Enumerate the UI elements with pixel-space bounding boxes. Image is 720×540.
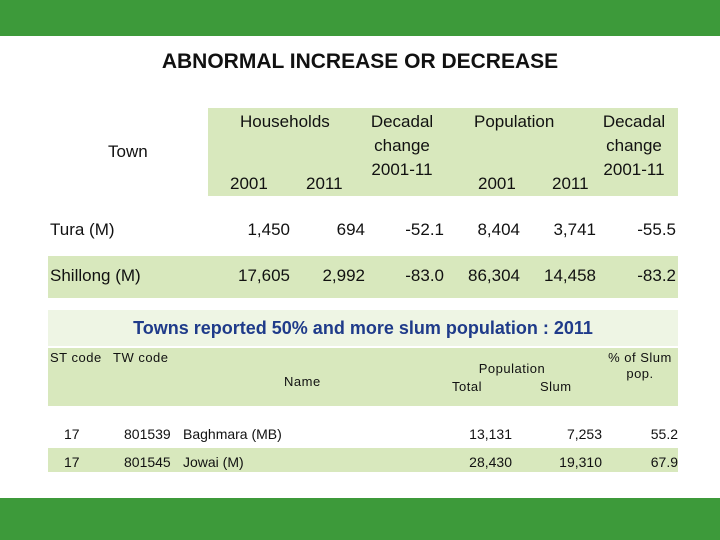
header-pct-slum-1: % of Slum bbox=[608, 350, 672, 365]
row1-slum: 7,253 bbox=[566, 426, 602, 442]
row2-tw-code: 801545 bbox=[124, 454, 171, 470]
table2-header-shade bbox=[48, 348, 678, 406]
top-band bbox=[0, 0, 720, 36]
row2-hh-2011: 2,992 bbox=[322, 266, 365, 285]
row2-hh-2001: 17,605 bbox=[238, 266, 290, 285]
row1-pop-2001: 8,404 bbox=[477, 220, 520, 239]
row2-total: 28,430 bbox=[469, 454, 512, 470]
header-town: Town bbox=[108, 142, 148, 161]
table1-row-shade bbox=[48, 256, 678, 298]
header-population: Population bbox=[478, 361, 546, 376]
row1-st-code: 17 bbox=[64, 426, 80, 442]
header-total: Total bbox=[452, 379, 482, 394]
table2-row-shade bbox=[48, 448, 678, 472]
row1-name: Baghmara (MB) bbox=[183, 426, 282, 442]
header-population: Population bbox=[474, 112, 555, 131]
header-st-code: ST code bbox=[50, 350, 102, 365]
header-pop-decadal-3: 2001-11 bbox=[603, 160, 665, 179]
row1-town: Tura (M) bbox=[50, 220, 115, 239]
header-hh-decadal-1: Decadal bbox=[370, 112, 434, 131]
row2-pop-change: -83.2 bbox=[637, 266, 676, 285]
row1-total: 13,131 bbox=[469, 426, 512, 442]
row2-pct: 67.9 bbox=[650, 454, 678, 470]
row1-pct: 55.2 bbox=[650, 426, 678, 442]
header-tw-code: TW code bbox=[113, 350, 169, 365]
header-pop-decadal-1: Decadal bbox=[602, 112, 666, 131]
row1-tw-code: 801539 bbox=[124, 426, 171, 442]
header-pop-decadal-2: change bbox=[606, 136, 662, 155]
header-name: Name bbox=[284, 374, 321, 389]
row2-name: Jowai (M) bbox=[183, 454, 244, 470]
row2-slum: 19,310 bbox=[559, 454, 602, 470]
row1-pop-change: -55.5 bbox=[637, 220, 676, 239]
header-households: Households bbox=[240, 112, 330, 131]
row1-hh-2001: 1,450 bbox=[247, 220, 290, 239]
table1-header-shade bbox=[208, 108, 678, 196]
header-pop-2011: 2011 bbox=[552, 174, 589, 193]
subtitle-box bbox=[48, 310, 678, 346]
header-pop-2001: 2001 bbox=[478, 174, 516, 193]
header-hh-2011: 2011 bbox=[306, 174, 343, 193]
header-hh-decadal-2: change bbox=[374, 136, 430, 155]
row1-pop-2011: 3,741 bbox=[553, 220, 596, 239]
row2-st-code: 17 bbox=[64, 454, 80, 470]
header-pct-slum-2: pop. bbox=[626, 366, 654, 381]
row2-town: Shillong (M) bbox=[50, 266, 141, 285]
row2-pop-2001: 86,304 bbox=[468, 266, 520, 285]
subtitle: Towns reported 50% and more slum populat… bbox=[133, 318, 593, 338]
row1-hh-2011: 694 bbox=[336, 220, 365, 239]
row2-pop-2011: 14,458 bbox=[544, 266, 596, 285]
header-hh-2001: 2001 bbox=[230, 174, 268, 193]
page-title: ABNORMAL INCREASE OR DECREASE bbox=[161, 50, 559, 73]
row2-hh-change: -83.0 bbox=[405, 266, 444, 285]
header-slum: Slum bbox=[540, 379, 572, 394]
header-hh-decadal-3: 2001-11 bbox=[371, 160, 433, 179]
bottom-band bbox=[0, 498, 720, 540]
row1-hh-change: -52.1 bbox=[405, 220, 444, 239]
